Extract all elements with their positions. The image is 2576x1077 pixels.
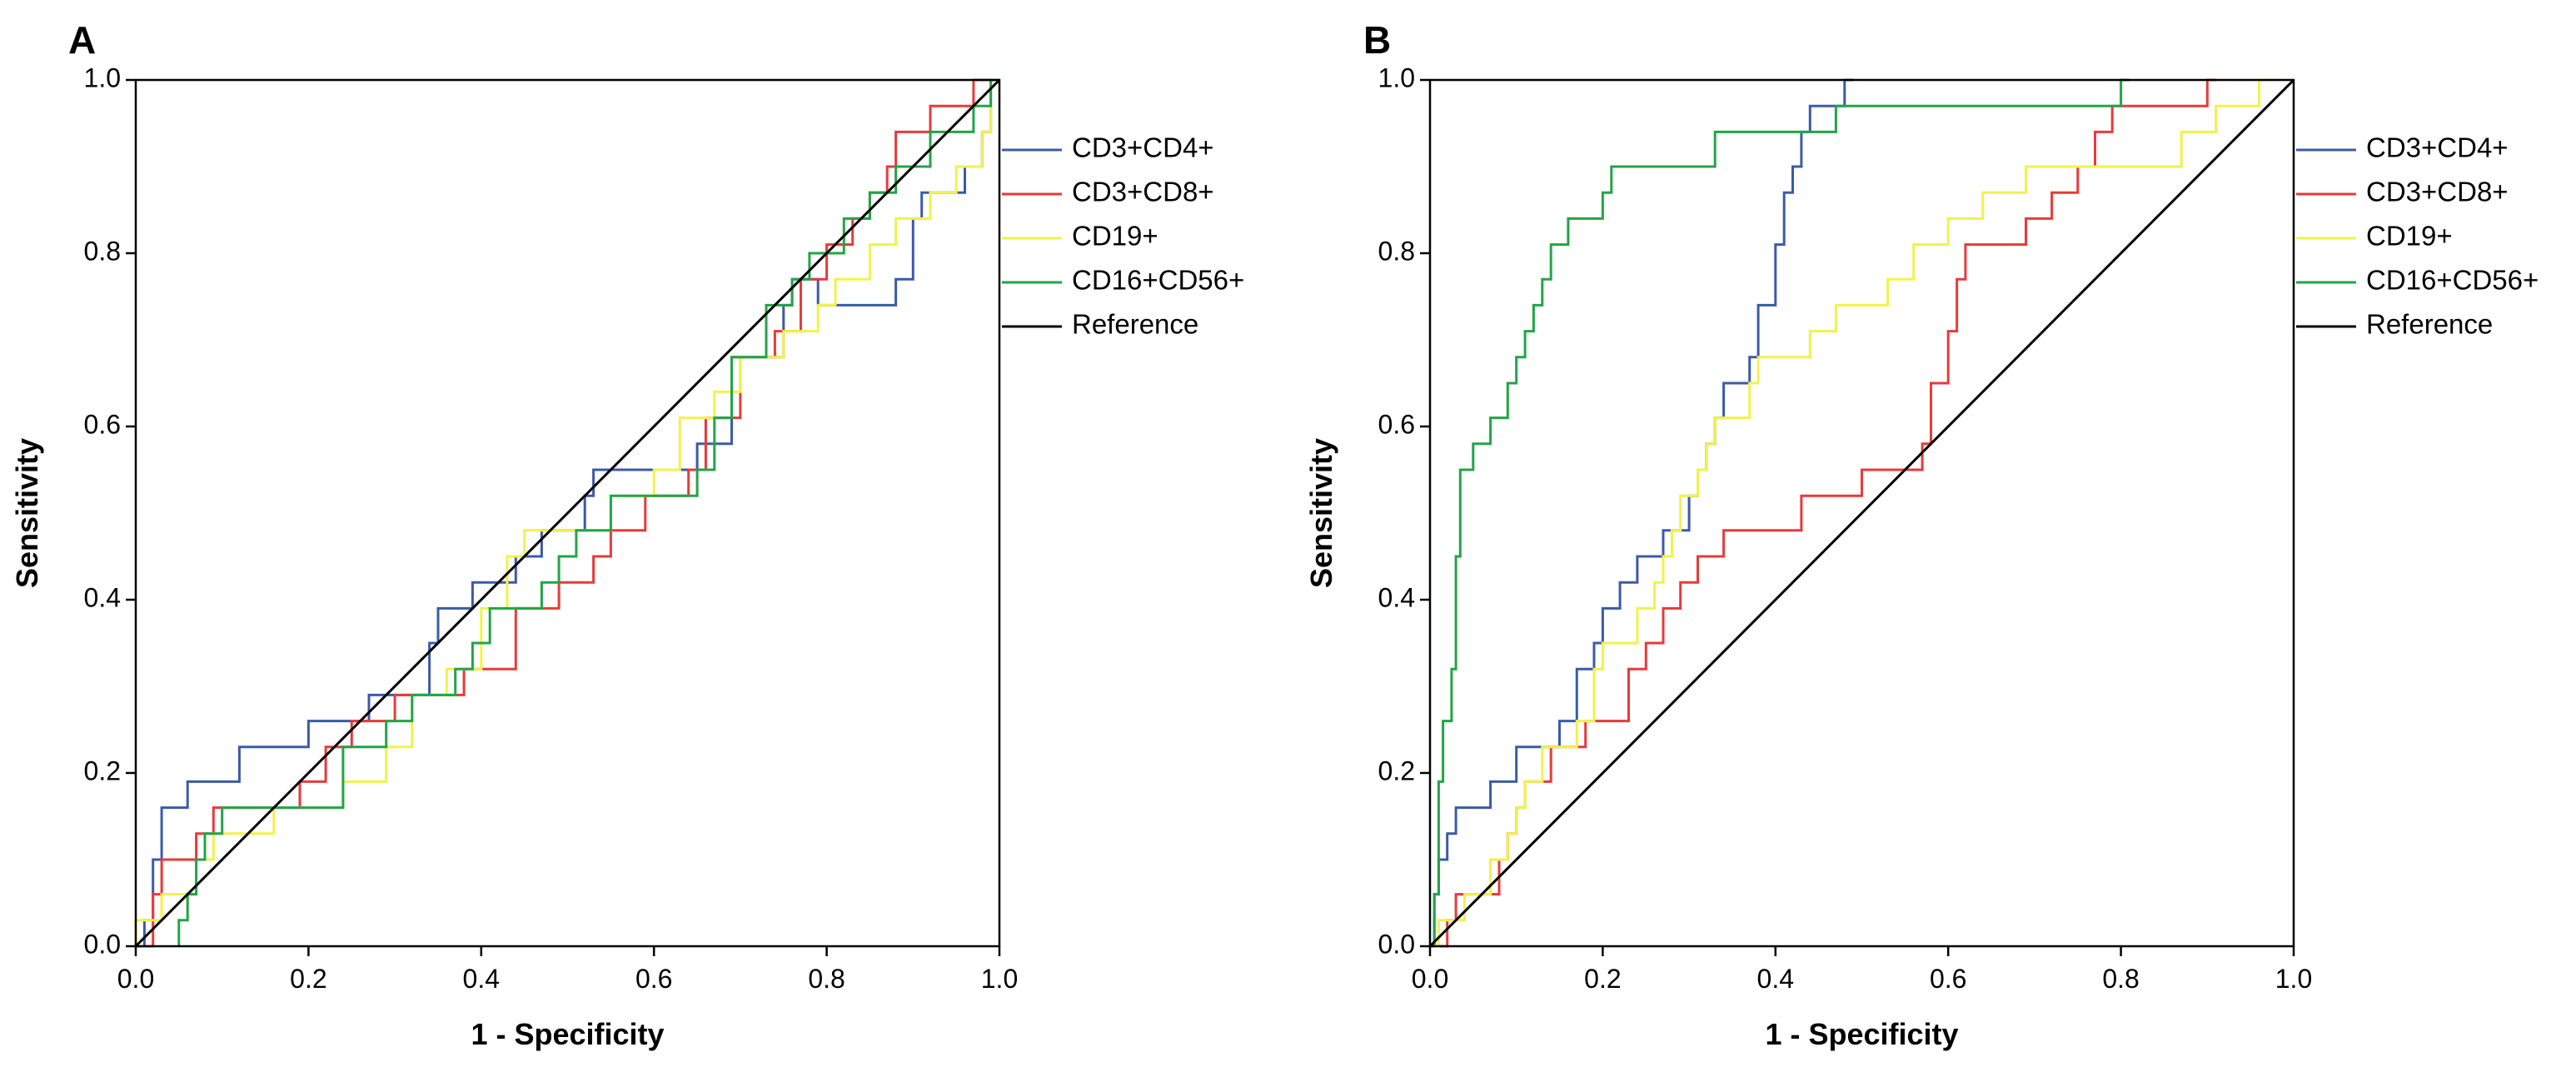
legend-label: Reference: [1072, 309, 1198, 340]
legend-label: CD3+CD8+: [1072, 177, 1214, 207]
y-tick-label: 0.8: [1378, 236, 1415, 266]
series-line-cd16-cd56-: [177, 78, 999, 946]
x-tick-label: 0.8: [808, 964, 845, 994]
y-tick-label: 1.0: [84, 62, 121, 92]
x-axis-title: 1 - Specificity: [1765, 1017, 1958, 1051]
y-tick-label: 0.0: [1378, 929, 1415, 959]
plot-frame: [134, 78, 1001, 948]
series-line-cd16-cd56-: [1430, 78, 2130, 948]
x-tick-label: 0.8: [2102, 964, 2139, 994]
legend-label: CD3+CD4+: [1072, 132, 1214, 163]
y-tick-label: 1.0: [1378, 62, 1415, 92]
legend-label: Reference: [2366, 309, 2493, 340]
y-tick-label: 0.4: [84, 582, 121, 612]
x-tick-label: 0.2: [290, 964, 326, 994]
x-axis-title: 1 - Specificity: [471, 1017, 664, 1051]
x-tick-label: 0.0: [117, 964, 154, 994]
legend-label: CD19+: [1072, 221, 1158, 252]
x-tick-label: 0.6: [1930, 964, 1966, 994]
panel-b: B 0.0 0.2 0.4 0.6 0.8 1.0 0.0 0.2 0.4 0.6 0.8 1.0 1 -…: [1304, 18, 2539, 1051]
y-tick-label: 0.4: [1378, 582, 1415, 612]
legend-label: CD3+CD4+: [2366, 132, 2509, 163]
y-axis-title: Sensitivity: [1304, 438, 1338, 588]
series-line-reference: [1428, 78, 2295, 948]
legend-label: CD19+: [2366, 221, 2453, 252]
legend-label: CD3+CD8+: [2366, 177, 2509, 207]
legend-label: CD16+CD56+: [1072, 265, 1244, 296]
panel-a: A 0.0 0.2 0.4 0.6 0.8 1.0 0.0 0.2 0.4 0.6 0.8 1.0 1 -…: [10, 18, 1244, 1051]
y-tick-label: 0.0: [84, 929, 121, 959]
series-line-cd19-: [1430, 78, 2277, 948]
panel-label: B: [1363, 18, 1391, 62]
legend: CD3+CD4+ CD3+CD8+ CD19+ CD16+CD56+ Reference: [2296, 132, 2539, 340]
x-tick-label: 0.0: [1412, 964, 1448, 994]
legend-label: CD16+CD56+: [2366, 265, 2539, 296]
x-tick-label: 0.4: [463, 964, 500, 994]
x-tick-label: 0.4: [1757, 964, 1794, 994]
y-tick-label: 0.2: [1378, 755, 1415, 785]
y-tick-label: 0.6: [1378, 409, 1415, 439]
x-tick-label: 1.0: [981, 964, 1018, 994]
y-axis-title: Sensitivity: [10, 438, 44, 588]
y-tick-label: 0.2: [84, 755, 121, 785]
plot-frame: [1428, 78, 2295, 948]
x-tick-label: 0.2: [1584, 964, 1621, 994]
series-line-reference: [134, 78, 1001, 948]
y-tick-label: 0.8: [84, 236, 121, 266]
panel-label: A: [68, 18, 96, 62]
x-tick-label: 1.0: [2275, 964, 2312, 994]
x-tick-label: 0.6: [635, 964, 672, 994]
legend: CD3+CD4+ CD3+CD8+ CD19+ CD16+CD56+ Reference: [1002, 132, 1244, 340]
y-tick-label: 0.6: [84, 409, 121, 439]
